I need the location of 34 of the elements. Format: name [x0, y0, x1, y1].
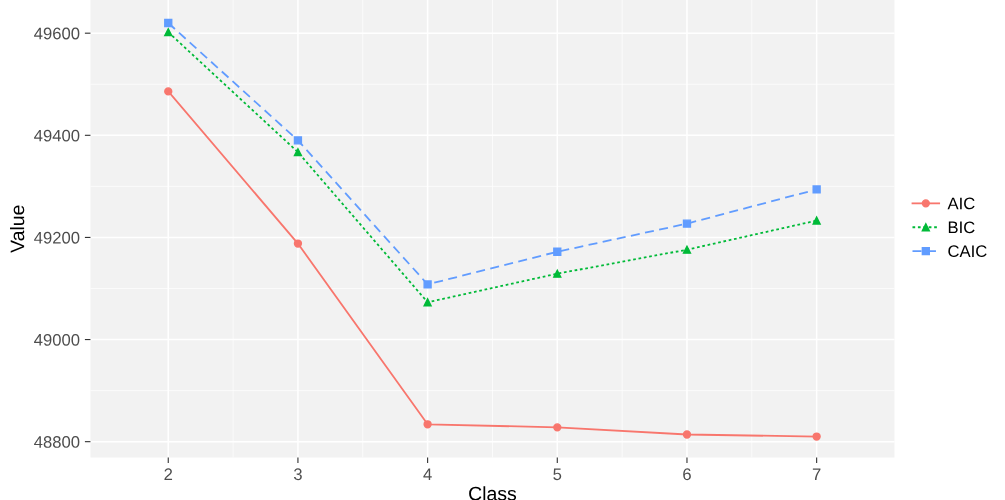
y-tick-label: 49000 — [34, 333, 80, 346]
point — [553, 423, 562, 432]
point — [812, 216, 821, 225]
point — [293, 147, 303, 157]
point — [682, 219, 692, 228]
x-axis-title: Class — [469, 486, 517, 500]
point — [553, 247, 562, 256]
x-tick-label: 3 — [293, 468, 302, 481]
point — [164, 28, 173, 37]
x-tick-label: 4 — [423, 468, 432, 480]
point — [553, 269, 562, 278]
y-tick-label: 48800 — [34, 436, 80, 448]
x-tick-label: 5 — [553, 468, 562, 481]
point — [682, 245, 692, 254]
legend-label: CAIC — [948, 245, 987, 258]
y-tick-label: 49400 — [34, 129, 80, 142]
x-tick-label: 2 — [164, 468, 173, 480]
legend-label: BIC — [948, 221, 975, 234]
point — [164, 18, 173, 28]
point — [812, 185, 821, 194]
y-tick-label: 49200 — [34, 231, 80, 244]
point — [682, 430, 692, 439]
point — [423, 280, 432, 289]
point — [293, 239, 303, 248]
point — [293, 136, 303, 145]
legend-label: AIC — [947, 197, 975, 210]
point — [423, 298, 432, 307]
point — [812, 432, 821, 441]
x-tick-label: 6 — [683, 468, 691, 481]
y-axis-title: Value — [10, 205, 25, 253]
y-tick-label: 49600 — [34, 27, 80, 40]
point — [164, 87, 173, 96]
x-tick-label: 7 — [812, 468, 821, 480]
point — [423, 420, 432, 429]
